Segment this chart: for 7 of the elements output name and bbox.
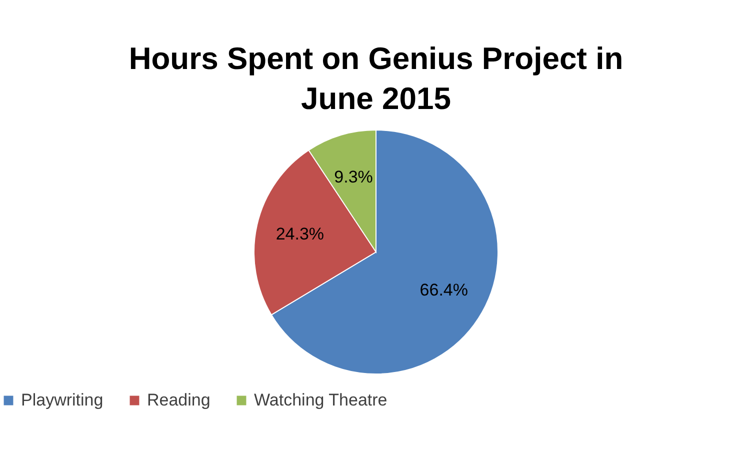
data-label: 66.4%: [420, 280, 468, 300]
data-label: 24.3%: [276, 224, 324, 244]
legend-label: Watching Theatre: [254, 390, 388, 410]
data-label: 9.3%: [334, 167, 373, 186]
chart-title: Hours Spent on Genius Project in June 2015: [128, 41, 624, 116]
legend-label: Reading: [147, 390, 210, 410]
legend-label: Playwriting: [21, 390, 104, 410]
